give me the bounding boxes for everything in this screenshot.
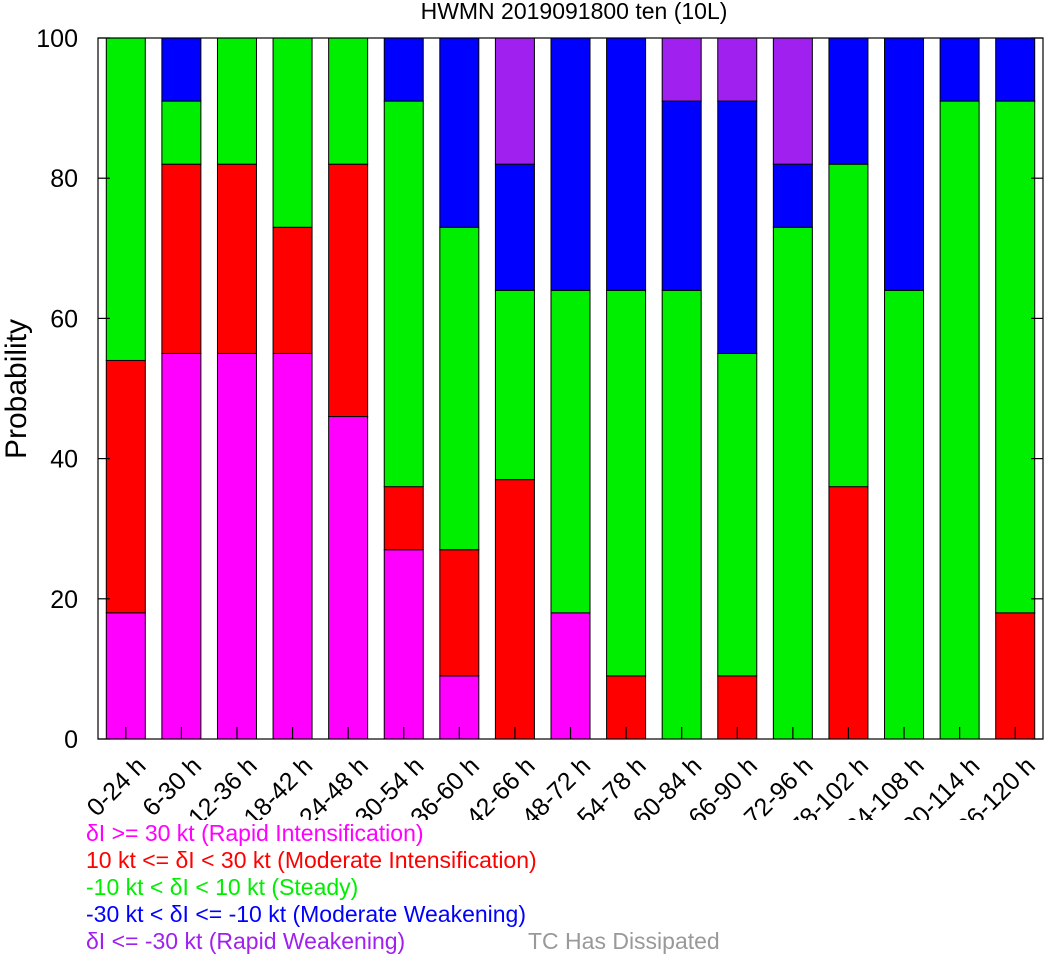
bar-segment-9-series-4 — [550, 37, 591, 291]
bar-segment-10-series-3 — [606, 289, 647, 677]
bar-segment-8-series-4 — [494, 163, 535, 291]
legend-item-dissipated: TC Has Dissipated — [528, 928, 720, 954]
bar-segment-14-series-4 — [828, 37, 869, 165]
y-tick-label-40: 40 — [50, 446, 78, 474]
bar-segment-6-series-4 — [383, 37, 424, 102]
bar-segment-17-series-4 — [995, 37, 1036, 102]
bar-segment-2-series-3 — [161, 100, 202, 165]
bar-segment-9-series-3 — [550, 289, 591, 614]
bar-segment-8-series-3 — [494, 289, 535, 481]
bar-segment-1-series-1 — [105, 612, 146, 740]
chart: HWMN 2019091800 ten (10L) Probability 0 2… — [0, 0, 1044, 820]
bar-segment-7-series-4 — [439, 37, 480, 228]
bar-segment-4-series-2 — [272, 226, 313, 354]
axes-group — [97, 37, 1044, 740]
bar-segment-11-series-5 — [661, 37, 702, 102]
bar-segment-8-series-5 — [494, 37, 535, 165]
bar-segment-5-series-2 — [328, 163, 369, 418]
legend-item-moderate-weakening: -30 kt < δI <= -10 kt (Moderate Weakenin… — [86, 901, 527, 927]
bar-segment-16-series-4 — [939, 37, 980, 102]
legend-item-rapid-weakening: δI <= -30 kt (Rapid Weakening) — [86, 928, 406, 954]
bar-segment-11-series-3 — [661, 289, 702, 740]
bar-segment-6-series-3 — [383, 100, 424, 488]
bar-segment-13-series-3 — [772, 226, 813, 740]
bar-segment-2-series-1 — [161, 352, 202, 740]
bar-segment-13-series-4 — [772, 163, 813, 228]
bar-segment-14-series-3 — [828, 163, 869, 488]
bar-segment-14-series-2 — [828, 486, 869, 740]
y-tick-label-0: 0 — [64, 726, 78, 754]
legend-item-rapid-intensification: δI >= 30 kt (Rapid Intensification) — [86, 820, 424, 846]
bar-segment-11-series-4 — [661, 100, 702, 291]
legend-item-steady: -10 kt < δI < 10 kt (Steady) — [86, 874, 359, 900]
bar-segment-6-series-1 — [383, 549, 424, 740]
bar-segment-17-series-2 — [995, 612, 1036, 740]
bar-segment-10-series-4 — [606, 37, 647, 291]
chart-title: HWMN 2019091800 ten (10L) — [421, 0, 728, 24]
bar-segment-8-series-2 — [494, 479, 535, 740]
bar-segment-13-series-5 — [772, 37, 813, 165]
bar-segment-6-series-2 — [383, 486, 424, 551]
bar-segment-5-series-3 — [328, 37, 369, 165]
legend-item-moderate-intensification: 10 kt <= δI < 30 kt (Moderate Intensific… — [86, 847, 537, 873]
y-tick-label-100: 100 — [36, 25, 78, 53]
bar-segment-7-series-2 — [439, 549, 480, 677]
bar-segment-1-series-3 — [105, 37, 146, 361]
bar-segment-15-series-3 — [884, 289, 925, 740]
bar-segment-12-series-5 — [717, 37, 758, 102]
bar-segment-12-series-4 — [717, 100, 758, 354]
bar-segment-1-series-2 — [105, 359, 146, 614]
legend: δI >= 30 kt (Rapid Intensification) 10 k… — [86, 820, 537, 955]
bar-segment-17-series-3 — [995, 100, 1036, 614]
bar-segment-4-series-1 — [272, 352, 313, 740]
bar-segment-15-series-4 — [884, 37, 925, 291]
bar-segment-3-series-1 — [216, 352, 257, 740]
bar-segment-12-series-3 — [717, 352, 758, 677]
y-tick-label-80: 80 — [50, 165, 78, 193]
y-tick-label-20: 20 — [50, 586, 78, 614]
bar-segment-2-series-2 — [161, 163, 202, 354]
x-tick-label-1: 0-24 h — [82, 752, 152, 820]
bars-group — [105, 37, 1036, 740]
y-axis-label: Probability — [0, 319, 33, 459]
bar-segment-4-series-3 — [272, 37, 313, 228]
bar-segment-7-series-3 — [439, 226, 480, 551]
y-tick-label-60: 60 — [50, 305, 78, 333]
bar-segment-9-series-1 — [550, 612, 591, 740]
bar-segment-5-series-1 — [328, 416, 369, 740]
bar-segment-3-series-2 — [216, 163, 257, 354]
bar-segment-3-series-3 — [216, 37, 257, 165]
bar-segment-2-series-4 — [161, 37, 202, 102]
bar-segment-16-series-3 — [939, 100, 980, 740]
